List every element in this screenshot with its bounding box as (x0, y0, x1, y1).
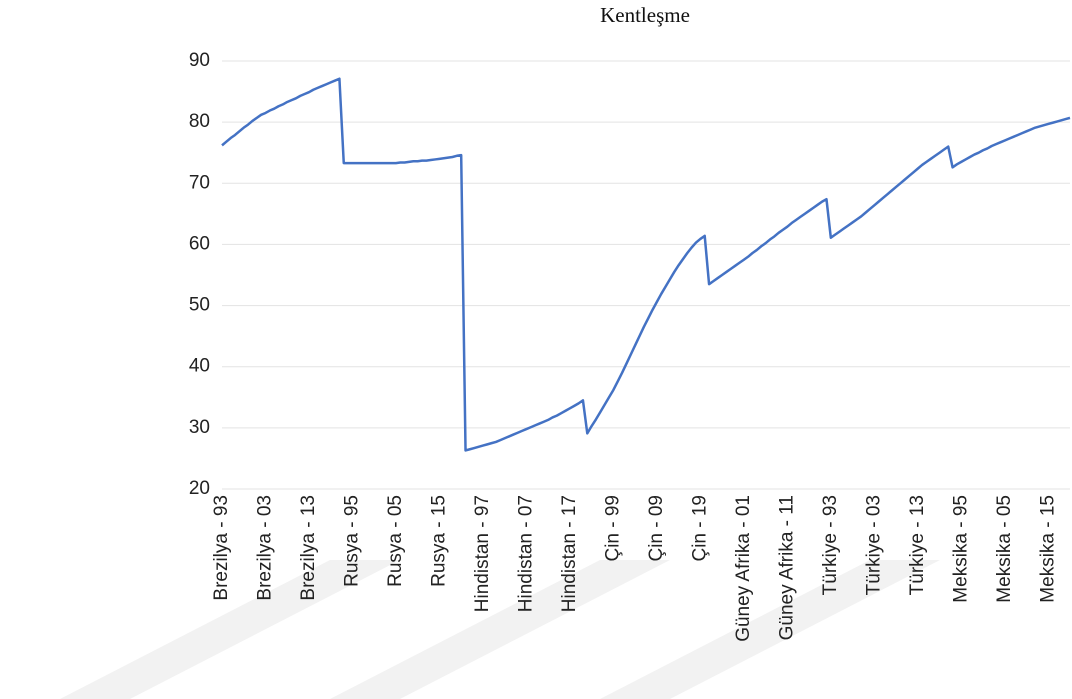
x-tick-label: Brezilya - 93 (211, 495, 232, 601)
x-tick-label: Hindistan - 97 (472, 495, 493, 612)
x-tick-label: Çin - 19 (689, 495, 710, 562)
chart-title: Kentleşme (600, 3, 690, 27)
y-tick-label: 80 (189, 111, 210, 132)
y-tick-label: 40 (189, 356, 210, 377)
x-tick-label: Rusya - 05 (385, 495, 406, 587)
y-tick-label: 30 (189, 417, 210, 438)
x-tick-label: Brezilya - 03 (255, 495, 276, 601)
x-tick-label: Çin - 09 (646, 495, 667, 562)
watermark (60, 560, 940, 699)
data-line (221, 77, 1071, 452)
y-tick-label: 90 (189, 50, 210, 71)
x-tick-label: Türkiye - 93 (820, 495, 841, 595)
x-tick-label: Brezilya - 13 (298, 495, 319, 601)
x-tick-label: Meksika - 95 (950, 495, 971, 603)
x-tick-label: Güney Afrika - 01 (733, 495, 754, 642)
y-tick-label: 20 (189, 478, 210, 499)
x-tick-label: Meksika - 05 (994, 495, 1015, 603)
x-tick-label: Rusya - 95 (341, 495, 362, 587)
x-tick-label: Hindistan - 07 (515, 495, 536, 612)
y-tick-label: 70 (189, 172, 210, 193)
x-tick-label: Türkiye - 03 (863, 495, 884, 595)
x-tick-label: Rusya - 15 (428, 495, 449, 587)
y-tick-label: 50 (189, 295, 210, 316)
x-tick-label: Meksika - 15 (1037, 495, 1058, 603)
x-tick-label: Hindistan - 17 (559, 495, 580, 612)
x-tick-label: Güney Afrika - 11 (776, 495, 797, 640)
y-tick-label: 60 (189, 233, 210, 254)
x-tick-label: Çin - 99 (602, 495, 623, 562)
x-tick-label: Türkiye - 13 (907, 495, 928, 595)
